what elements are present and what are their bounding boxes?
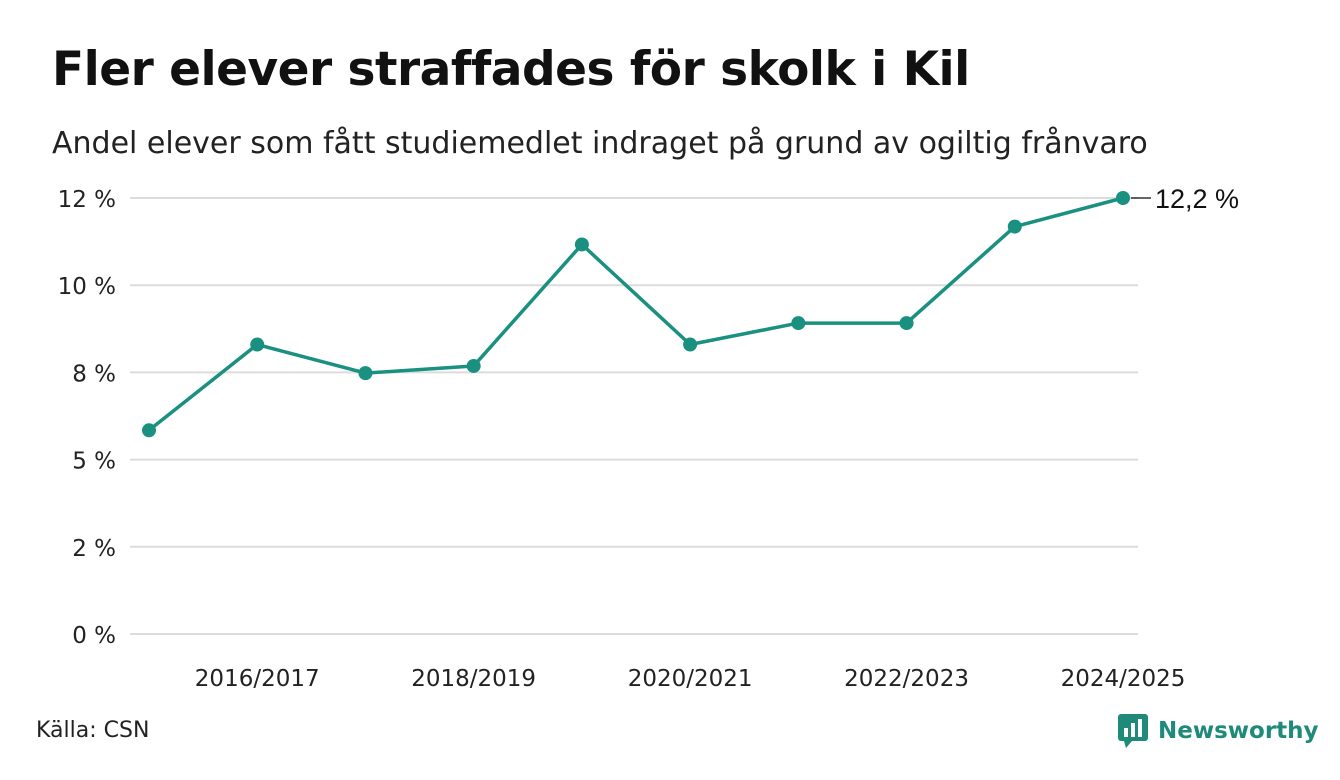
data-point <box>899 316 914 331</box>
y-tick-label: 2 % <box>72 536 116 562</box>
y-tick-label: 8 % <box>72 361 116 387</box>
series-line <box>147 196 1125 433</box>
x-tick-label: 2020/2021 <box>628 666 753 692</box>
data-point <box>466 358 481 373</box>
data-point <box>250 337 265 352</box>
source-note: Källa: CSN <box>36 718 150 743</box>
series-line-path <box>147 196 1125 433</box>
y-tick-label: 12 % <box>58 187 116 213</box>
brand-logo: Newsworthy <box>1118 714 1319 748</box>
end-value-label: 12,2 % <box>1155 184 1239 214</box>
y-tick-label: 10 % <box>58 274 116 300</box>
data-point <box>574 237 589 252</box>
data-point <box>683 337 698 352</box>
brand-name: Newsworthy <box>1158 718 1319 744</box>
x-tick-label: 2024/2025 <box>1061 666 1186 692</box>
x-tick-label: 2022/2023 <box>844 666 969 692</box>
grid-lines <box>130 197 1138 635</box>
chart-title: Fler elever straffades för skolk i Kil <box>52 42 970 97</box>
data-point <box>358 366 373 381</box>
data-point <box>142 423 156 438</box>
chart-subtitle: Andel elever som fått studiemedlet indra… <box>52 126 1148 161</box>
x-tick-label: 2018/2019 <box>411 666 536 692</box>
y-axis-ticks: 0 % 2 % 5 % 8 % 10 % 12 % <box>58 187 116 649</box>
y-tick-label: 5 % <box>72 449 116 475</box>
data-point <box>1116 191 1130 205</box>
data-point <box>791 316 806 331</box>
data-point <box>1007 219 1022 234</box>
series-points <box>142 191 1130 438</box>
bar-chart-speech-bubble-icon <box>1118 714 1148 748</box>
y-tick-label: 0 % <box>72 623 116 649</box>
x-tick-label: 2016/2017 <box>195 666 320 692</box>
x-axis-ticks: 2016/2017 2018/2019 2020/2021 2022/2023 2024… <box>195 666 1186 692</box>
line-chart: 0 %2 %5 %8 %10 %12 % 2016/2017 2018/2019 2… <box>58 184 1240 692</box>
end-label-group: 12,2 % <box>1131 184 1239 214</box>
